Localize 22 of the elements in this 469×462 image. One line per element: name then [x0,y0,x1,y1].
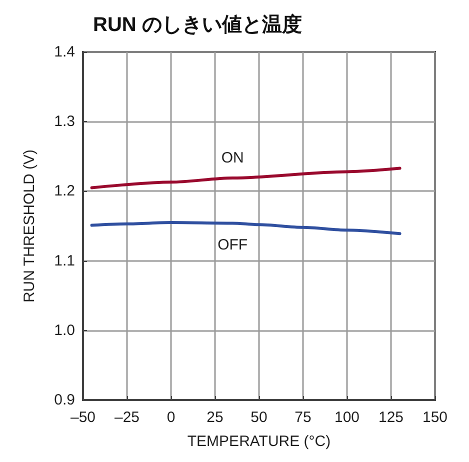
y-axis-title: RUN THRESHOLD (V) [21,149,38,303]
y-tick-label: 1.1 [54,252,75,270]
x-tick-label: 75 [294,409,312,426]
line-series [90,166,402,190]
y-tick-label: 1.2 [54,182,75,200]
x-tick-label: 25 [206,409,224,426]
x-tick-label: 125 [378,409,404,426]
chart-title: RUN のしきい値と温度 [93,13,302,36]
x-tick-label: 100 [334,409,360,426]
x-tick-label: 50 [250,409,268,426]
series-label: ON [221,149,244,166]
x-tick-label: 150 [422,409,448,426]
y-tick-label: 0.9 [54,392,75,408]
x-tick-label: –25 [114,409,140,426]
x-axis-title: TEMPERATURE (°C) [187,433,331,450]
x-tick-label: 0 [166,409,176,426]
x-tick-label: –50 [70,409,96,426]
line-series [90,221,402,236]
y-tick-label: 1.0 [54,322,75,339]
y-tick-label: 1.4 [54,44,75,60]
series-label: OFF [218,236,248,254]
y-tick-label: 1.3 [54,113,75,130]
